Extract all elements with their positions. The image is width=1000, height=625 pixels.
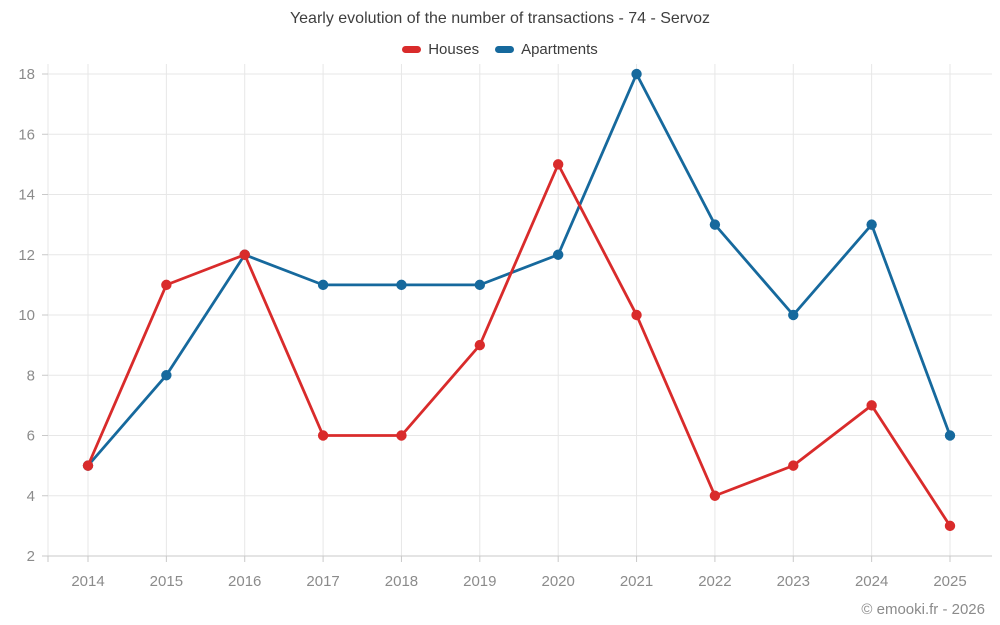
data-point-houses[interactable] — [161, 279, 172, 291]
y-tick-label: 8 — [27, 367, 35, 384]
data-point-houses[interactable] — [788, 460, 799, 471]
data-point-apartments[interactable] — [161, 370, 172, 381]
houses-legend-swatch — [402, 46, 422, 53]
data-point-apartments[interactable] — [631, 68, 642, 80]
data-point-houses[interactable] — [239, 249, 250, 260]
data-point-apartments[interactable] — [944, 430, 956, 441]
x-tick-label: 2019 — [463, 573, 496, 590]
data-point-apartments[interactable] — [709, 219, 721, 230]
data-point-houses[interactable] — [396, 430, 407, 441]
y-tick-label: 18 — [18, 66, 35, 83]
data-point-apartments[interactable] — [396, 279, 407, 291]
copyright-footer: © emooki.fr - 2026 — [861, 601, 985, 618]
legend-item-houses[interactable]: Houses — [402, 41, 479, 58]
data-point-apartments[interactable] — [317, 279, 329, 291]
data-point-apartments[interactable] — [866, 219, 877, 230]
x-tick-label: 2018 — [385, 573, 418, 590]
data-point-apartments[interactable] — [474, 279, 486, 291]
y-tick-label: 16 — [18, 126, 35, 143]
houses-legend-label: Houses — [428, 41, 480, 58]
data-point-apartments[interactable] — [552, 249, 564, 260]
legend-item-apartments[interactable]: Apartments — [495, 41, 598, 58]
x-tick-label: 2014 — [71, 573, 104, 590]
y-tick-label: 10 — [18, 307, 35, 324]
x-tick-label: 2016 — [228, 573, 261, 590]
data-point-houses[interactable] — [82, 460, 94, 471]
y-tick-label: 6 — [27, 428, 35, 445]
x-tick-label: 2022 — [698, 573, 731, 590]
series-line-houses — [86, 162, 952, 528]
y-tick-label: 14 — [18, 187, 35, 204]
chart-legend: Houses Apartments — [0, 41, 1000, 58]
y-tick-label: 4 — [27, 488, 35, 505]
data-point-apartments[interactable] — [788, 309, 799, 321]
x-tick-label: 2023 — [777, 573, 810, 590]
x-tick-label: 2017 — [306, 573, 339, 590]
apartments-legend-swatch — [495, 46, 515, 53]
data-point-houses[interactable] — [552, 159, 564, 170]
data-point-houses[interactable] — [474, 339, 486, 351]
data-point-houses[interactable] — [631, 309, 642, 321]
y-tick-label: 12 — [18, 247, 35, 264]
data-point-houses[interactable] — [317, 430, 329, 441]
y-tick-label: 2 — [27, 548, 35, 565]
x-tick-label: 2021 — [620, 573, 653, 590]
data-point-houses[interactable] — [944, 520, 956, 532]
x-tick-label: 2020 — [541, 573, 574, 590]
data-point-houses[interactable] — [866, 400, 877, 411]
x-tick-label: 2024 — [855, 573, 888, 590]
x-tick-label: 2025 — [933, 573, 966, 590]
apartments-legend-label: Apartments — [521, 41, 598, 58]
data-point-houses[interactable] — [709, 490, 721, 501]
chart-title: Yearly evolution of the number of transa… — [289, 10, 711, 27]
series-line-apartments — [86, 72, 952, 468]
x-tick-label: 2015 — [150, 573, 183, 590]
